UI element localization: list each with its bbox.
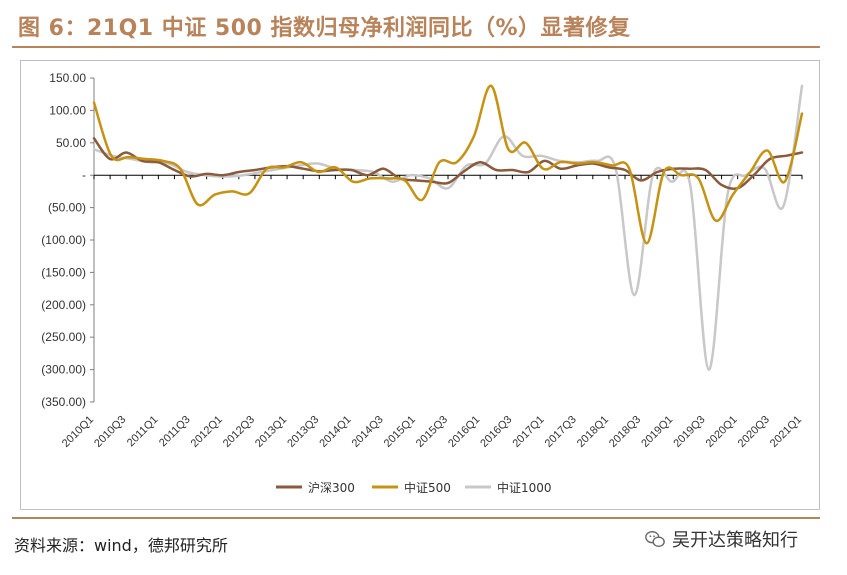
legend-label: 沪深300 bbox=[308, 481, 355, 495]
legend-label: 中证1000 bbox=[497, 480, 552, 495]
y-tick-label: (200.00) bbox=[41, 298, 86, 312]
x-tick-label: 2014Q1 bbox=[317, 414, 353, 450]
x-tick-label: 2017Q1 bbox=[510, 414, 546, 450]
x-tick-label: 2020Q3 bbox=[736, 414, 772, 450]
y-tick-label: (300.00) bbox=[41, 363, 86, 377]
series-line-hs300 bbox=[92, 137, 804, 191]
figure-title: 图 6：21Q1 中证 500 指数归母净利润同比（%）显著修复 bbox=[18, 16, 631, 41]
y-tick-label: (150.00) bbox=[41, 265, 86, 279]
x-tick-label: 2018Q3 bbox=[607, 414, 643, 450]
y-tick-label: 100.00 bbox=[49, 103, 86, 117]
wechat-icon bbox=[645, 530, 665, 548]
title-rule bbox=[12, 46, 820, 48]
x-tick-label: 2013Q1 bbox=[253, 414, 289, 450]
x-tick-label: 2012Q3 bbox=[221, 414, 257, 450]
series-line-zz500 bbox=[92, 84, 804, 245]
x-tick-label: 2010Q1 bbox=[60, 414, 96, 450]
x-tick-label: 2015Q3 bbox=[414, 414, 450, 450]
x-tick-label: 2014Q3 bbox=[350, 414, 386, 450]
watermark: 吴开达策略知行 bbox=[644, 526, 798, 552]
chart-frame bbox=[20, 60, 820, 510]
x-tick-label: 2013Q3 bbox=[285, 414, 321, 450]
x-tick-label: 2012Q1 bbox=[189, 414, 225, 450]
source-rule bbox=[12, 517, 820, 519]
x-tick-label: 2011Q3 bbox=[157, 414, 193, 450]
y-tick-label: 50.00 bbox=[56, 136, 86, 150]
y-tick-label: - bbox=[82, 168, 86, 182]
y-tick-label: (350.00) bbox=[41, 395, 86, 409]
y-tick-label: 150.00 bbox=[49, 71, 86, 85]
x-tick-label: 2015Q1 bbox=[382, 414, 418, 450]
y-tick-label: (250.00) bbox=[41, 330, 86, 344]
source-note: 资料来源：wind，德邦研究所 bbox=[14, 536, 228, 555]
y-tick-label: (50.00) bbox=[48, 201, 86, 215]
x-tick-label: 2016Q3 bbox=[478, 414, 514, 450]
x-tick-label: 2020Q1 bbox=[704, 414, 740, 450]
series-line-zz1000 bbox=[92, 84, 804, 371]
x-tick-label: 2011Q1 bbox=[125, 414, 161, 450]
x-tick-label: 2017Q3 bbox=[543, 414, 579, 450]
x-tick-label: 2021Q1 bbox=[768, 414, 804, 450]
x-tick-label: 2019Q3 bbox=[671, 414, 707, 450]
x-tick-label: 2010Q3 bbox=[92, 414, 128, 450]
legend-label: 中证500 bbox=[404, 480, 451, 495]
x-tick-label: 2019Q1 bbox=[639, 414, 675, 450]
x-tick-label: 2018Q1 bbox=[575, 414, 611, 450]
watermark-text: 吴开达策略知行 bbox=[672, 530, 798, 551]
x-tick-label: 2016Q1 bbox=[446, 414, 482, 450]
y-tick-label: (100.00) bbox=[41, 233, 86, 247]
